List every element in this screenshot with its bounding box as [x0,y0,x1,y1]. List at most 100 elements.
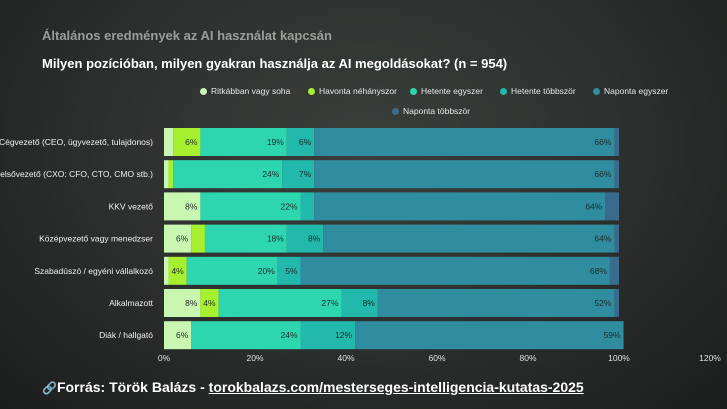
category-label: Alkalmazott [109,298,154,308]
legend-label: Ritkábban vagy soha [211,86,291,96]
chart-kicker: Általános eredmények az AI használat kap… [42,28,332,43]
data-label: 7% [299,169,312,179]
legend-swatch [410,88,417,95]
source-prefix: Forrás: Török Balázs - [56,379,209,395]
bar-segment [323,224,615,253]
bar-segment [614,128,619,156]
legend-label: Naponta többször [403,106,471,116]
category-label: Felsővezető (CXO: CFO, CTO, CMO stb.) [0,169,153,179]
x-tick-label: 40% [337,353,354,363]
data-label: 5% [285,266,298,276]
category-label: Szabadúszó / egyéni vállalkozó [34,266,153,276]
data-label: 6% [299,137,312,147]
data-label: 8% [185,201,198,211]
bar-segment [282,160,315,189]
legend-item: Naponta többször [392,106,470,116]
data-label: 12% [335,330,352,340]
bar-segment [164,192,201,221]
legend-swatch [392,108,399,115]
bar-segment [314,160,615,189]
x-tick-label: 100% [608,353,630,363]
bar-segment [164,128,174,156]
legend-item: Havonta néhányszor [308,86,397,96]
data-label: 64% [585,201,602,211]
x-tick-label: 120% [699,353,721,363]
legend-item: Naponta egyszer [593,86,668,96]
data-label: 66% [594,169,611,179]
bar-segment [218,289,342,317]
bar-segment [168,256,187,285]
bar-segment [614,160,619,189]
bar-segment [377,289,615,317]
x-tick-label: 60% [428,353,445,363]
data-label: 22% [280,201,297,211]
bar-segment [314,192,606,221]
legend-label: Hetente egyszer [421,86,483,96]
data-label: 20% [258,266,275,276]
data-label: 19% [267,137,284,147]
bar-segment [164,224,192,253]
chart-title: Milyen pozícióban, milyen gyakran haszná… [42,56,508,71]
data-label: 27% [321,298,338,308]
bar-segment [300,256,610,285]
category-label: Diák / hallgató [99,330,153,340]
bar-segment [164,256,169,285]
data-label: 24% [280,330,297,340]
bar-segment [191,224,205,253]
bar-segment [200,128,287,156]
bar-segment [341,289,378,317]
bar-segment [204,224,287,253]
bar-segment [164,321,192,350]
legend-item: Hetente többször [500,86,576,96]
legend-swatch [500,88,507,95]
category-label: Cégvezető (CEO, ügyvezető, tulajdonos) [0,137,153,147]
category-label: KKV vezető [109,201,154,211]
category-label: Középvezető vagy menedzser [39,234,153,244]
bar-segment [355,321,624,350]
bar-segment [200,192,301,221]
legend-swatch [200,88,207,95]
x-tick-label: 80% [519,353,536,363]
data-label: 6% [176,234,189,244]
bar-segment [191,321,301,350]
legend-swatch [593,88,600,95]
data-label: 6% [176,330,189,340]
data-label: 68% [590,266,607,276]
legend-label: Naponta egyszer [604,86,669,96]
x-tick-label: 0% [158,353,171,363]
data-label: 59% [604,330,621,340]
bar-segment [605,192,619,221]
legend-label: Hetente többször [511,86,576,96]
legend-swatch [308,88,315,95]
bar-segment [609,256,619,285]
bar-segment [286,224,324,253]
data-label: 4% [203,298,216,308]
data-label: 4% [171,266,184,276]
bar-segment [314,128,615,156]
data-label: 24% [262,169,279,179]
link-icon: 🔗 [42,381,57,395]
data-label: 52% [594,298,611,308]
bar-segment [173,128,201,156]
x-tick-label: 20% [246,353,263,363]
bar-segment [186,256,278,285]
data-label: 18% [267,234,284,244]
data-label: 6% [185,137,198,147]
bar-segment [300,321,356,350]
legend-item: Ritkábban vagy soha [200,86,290,96]
bar-segment [614,289,619,317]
bar-segment [286,128,315,156]
data-label: 8% [308,234,321,244]
bar-segment [300,192,315,221]
legend-item: Hetente egyszer [410,86,483,96]
data-label: 64% [594,234,611,244]
bar-segment [614,224,619,253]
source-link[interactable]: torokbalazs.com/mesterseges-intelligenci… [208,379,584,395]
bar-segment [277,256,301,285]
bar-segment [200,289,219,317]
bar-segment [164,289,201,317]
bar-segment [173,160,283,189]
data-label: 8% [363,298,376,308]
legend-label: Havonta néhányszor [319,86,397,96]
